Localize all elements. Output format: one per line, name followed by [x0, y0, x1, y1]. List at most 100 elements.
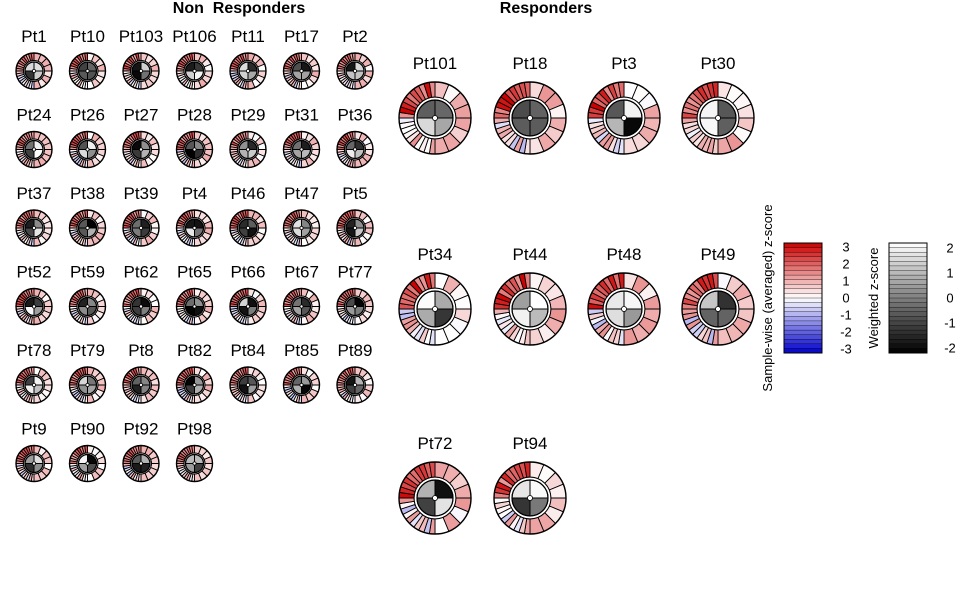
legend-weighted-zscore-band — [888, 279, 928, 285]
outer-ring — [68, 209, 107, 247]
sample-label: Pt49 — [701, 245, 736, 264]
legend-weighted-zscore-band — [888, 343, 928, 349]
center-dot — [527, 306, 533, 312]
sample-glyph: Pt31 — [282, 106, 321, 169]
sample-glyph: Pt85 — [282, 341, 321, 404]
sample-label: Pt2 — [342, 27, 368, 46]
outer-ring — [175, 444, 214, 483]
inner-ring — [605, 99, 643, 137]
sample-glyph: Pt3 — [587, 54, 661, 155]
legend-weighted-zscore: Weighted z-score 2 1 0 -1 -2 — [866, 241, 956, 356]
legend-weighted-zscore-band — [888, 251, 928, 258]
inner-ring — [699, 290, 737, 328]
sample-glyph: Pt52 — [15, 263, 53, 326]
sample-glyph: Pt39 — [122, 184, 160, 247]
center-dot — [432, 115, 438, 121]
outer-ring — [336, 287, 374, 326]
inner-ring — [511, 290, 549, 328]
group-title-non-responders: Non Responders — [173, 0, 306, 17]
sample-glyph: Pt89 — [336, 341, 374, 404]
legend-sample-zscore-band — [783, 279, 823, 285]
sample-label: Pt34 — [418, 245, 453, 264]
center-dot — [192, 382, 197, 387]
sample-label: Pt92 — [124, 420, 159, 439]
sample-label: Pt84 — [231, 341, 266, 360]
inner-ring — [699, 99, 737, 137]
outer-ring — [229, 52, 267, 90]
outer-ring — [175, 52, 214, 90]
legend-weighted-zscore-tick: 0 — [946, 291, 953, 306]
legend-weighted-zscore-band — [888, 339, 928, 345]
sample-label: Pt90 — [70, 420, 105, 439]
outer-ring — [122, 130, 160, 169]
sample-label: Pt46 — [231, 184, 266, 203]
center-dot — [192, 69, 197, 74]
center-dot — [32, 461, 37, 466]
legend-sample-zscore-tick: -2 — [840, 325, 852, 340]
inner-ring — [77, 453, 98, 474]
outer-ring — [175, 130, 214, 169]
sample-glyphs: Pt1 Pt10 Pt103 Pt106 Pt11 Pt17 Pt2 Pt24 Pt26 Pt27… — [15, 27, 755, 535]
outer-ring — [587, 272, 661, 346]
sample-label: Pt77 — [338, 263, 373, 282]
center-dot — [192, 225, 197, 230]
inner-ring — [416, 290, 454, 328]
sample-label: Pt39 — [124, 184, 159, 203]
outer-ring — [15, 287, 53, 326]
sample-glyph: Pt106 — [172, 27, 217, 90]
legend-weighted-zscore-frame — [888, 242, 928, 354]
sample-label: Pt5 — [342, 184, 368, 203]
sample-label: Pt103 — [119, 27, 163, 46]
legend-weighted-zscore-band — [888, 261, 928, 267]
center-dot — [621, 115, 627, 121]
inner-ring — [131, 218, 151, 238]
inner-ring — [291, 218, 312, 238]
inner-ring — [24, 453, 44, 474]
outer-ring — [68, 130, 107, 169]
inner-ring — [345, 61, 365, 81]
center-dot — [527, 115, 533, 121]
legend-sample-zscore-band — [783, 320, 823, 326]
sample-glyph: Pt67 — [282, 263, 321, 326]
outer-ring — [681, 272, 755, 346]
legend-sample-zscore-band — [783, 293, 823, 299]
center-dot — [192, 304, 197, 309]
outer-ring — [229, 130, 267, 169]
sample-glyph: Pt34 — [398, 245, 472, 346]
sample-glyph: Pt72 — [398, 434, 472, 535]
sample-glyph: Pt18 — [493, 54, 567, 155]
legend-sample-zscore-band — [783, 311, 823, 317]
legend-weighted-zscore-tick: -1 — [944, 316, 956, 331]
legend-weighted-zscore-band — [888, 320, 928, 326]
sample-glyph: Pt27 — [122, 106, 160, 169]
center-dot — [138, 382, 143, 387]
legend-sample-zscore-band — [783, 251, 823, 258]
sample-label: Pt4 — [182, 184, 208, 203]
sample-label: Pt66 — [231, 263, 266, 282]
legend-weighted-zscore-band — [888, 265, 928, 271]
center-dot — [32, 225, 37, 230]
center-dot — [299, 304, 304, 309]
outer-ring — [587, 81, 661, 155]
inner-ring — [131, 375, 151, 395]
sample-label: Pt98 — [177, 420, 212, 439]
outer-ring — [282, 287, 321, 326]
outer-ring — [175, 287, 214, 326]
outer-ring — [122, 209, 160, 247]
sample-glyph: Pt4 — [175, 184, 214, 247]
center-dot — [85, 225, 90, 230]
sample-glyph: Pt90 — [68, 420, 107, 483]
outer-ring — [493, 81, 567, 155]
sample-label: Pt26 — [70, 106, 105, 125]
legend-sample-zscore-band — [783, 247, 823, 253]
outer-ring — [282, 52, 321, 90]
sample-glyph: Pt84 — [229, 341, 267, 404]
outer-ring — [282, 130, 321, 169]
center-dot — [192, 461, 197, 466]
sample-glyph: Pt49 — [681, 245, 755, 346]
inner-ring — [511, 479, 549, 517]
center-dot — [85, 69, 90, 74]
sample-glyph: Pt46 — [229, 184, 267, 247]
sample-label: Pt17 — [284, 27, 319, 46]
